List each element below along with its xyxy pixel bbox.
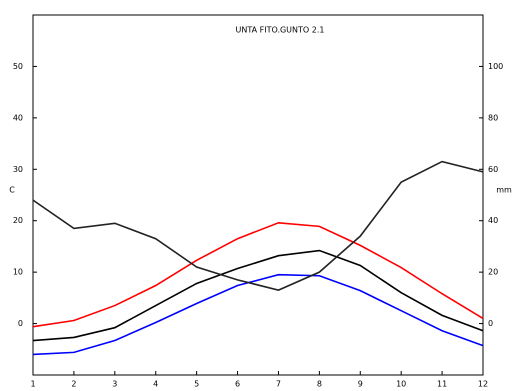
x-tick-label: 8: [317, 380, 322, 389]
series-line: [32, 273, 484, 356]
chart-title: UNTA FITO.GUNTO 2.1: [236, 26, 325, 35]
x-tick-label: 5: [194, 380, 199, 389]
y2-tick-label: 80: [488, 113, 498, 122]
y-tick-label: 0: [18, 319, 23, 328]
y2-tick-label: 20: [488, 268, 498, 277]
x-tick-label: 11: [437, 380, 447, 389]
y-tick-label: 40: [13, 113, 23, 122]
y-tick-label: 20: [13, 216, 23, 225]
series-line: [32, 221, 484, 328]
y-tick-label: 50: [13, 62, 23, 71]
y2-tick-label: 40: [488, 216, 498, 225]
x-tick-label: 12: [478, 380, 488, 389]
y-axis-label: C: [9, 186, 15, 195]
x-tick-label: 3: [112, 380, 117, 389]
y2-axis-label: mm: [496, 186, 512, 195]
x-tick-label: 7: [276, 380, 281, 389]
x-tick-label: 2: [71, 380, 76, 389]
x-tick-label: 10: [396, 380, 406, 389]
x-tick-label: 1: [30, 380, 35, 389]
y2-tick-label: 100: [488, 62, 503, 71]
x-tick-label: 4: [153, 380, 158, 389]
x-tick-label: 6: [235, 380, 240, 389]
y2-tick-label: 60: [488, 165, 498, 174]
series-line: [32, 160, 484, 291]
plot-frame: [32, 14, 484, 376]
y-tick-label: 30: [13, 165, 23, 174]
series-line: [32, 249, 484, 342]
x-tick-label: 9: [358, 380, 363, 389]
y2-tick-label: 0: [488, 319, 493, 328]
y-tick-label: 10: [13, 268, 23, 277]
